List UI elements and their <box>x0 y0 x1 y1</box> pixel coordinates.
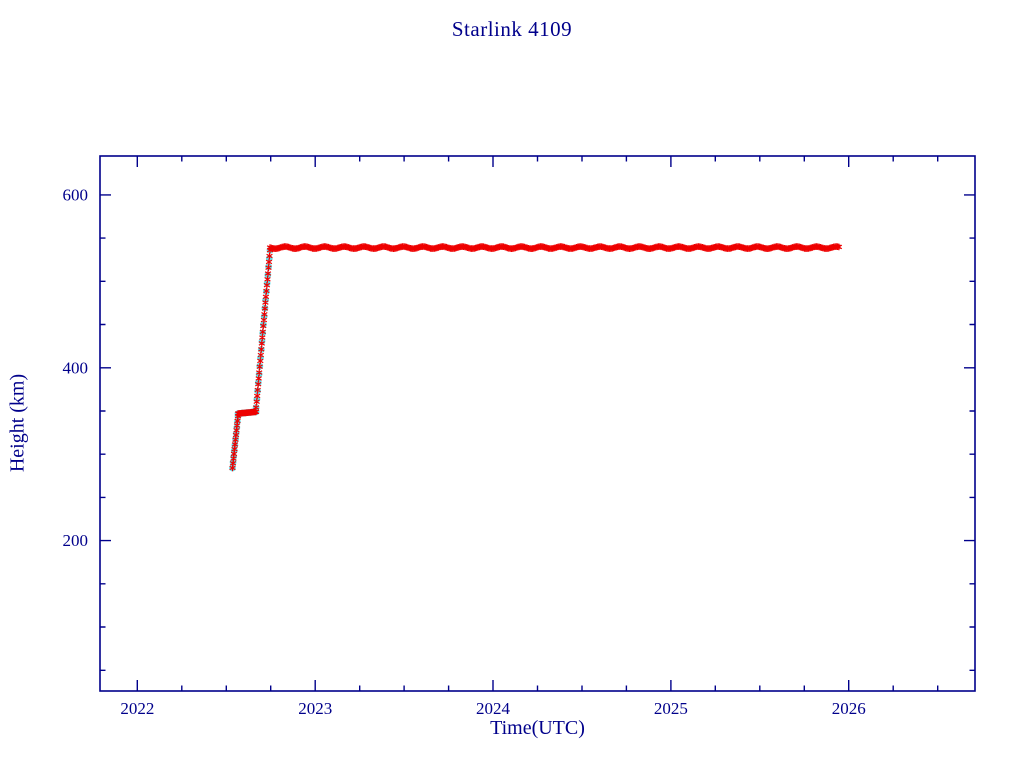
x-tick-label: 2025 <box>654 699 688 718</box>
chart-title: Starlink 4109 <box>451 17 573 41</box>
data-point-markers <box>229 243 843 472</box>
x-tick-label: 2023 <box>298 699 332 718</box>
x-tick-label: 2022 <box>120 699 154 718</box>
plot-frame <box>99 155 976 692</box>
axis-ticks <box>100 156 975 691</box>
series-height-primary-track <box>229 243 843 472</box>
y-tick-label: 400 <box>63 358 89 377</box>
y-tick-label: 200 <box>63 531 89 550</box>
x-tick-label: 2026 <box>832 699 866 718</box>
x-axis-label: Time(UTC) <box>490 717 585 739</box>
y-tick-label: 600 <box>63 185 89 204</box>
x-tick-label: 2024 <box>476 699 511 718</box>
